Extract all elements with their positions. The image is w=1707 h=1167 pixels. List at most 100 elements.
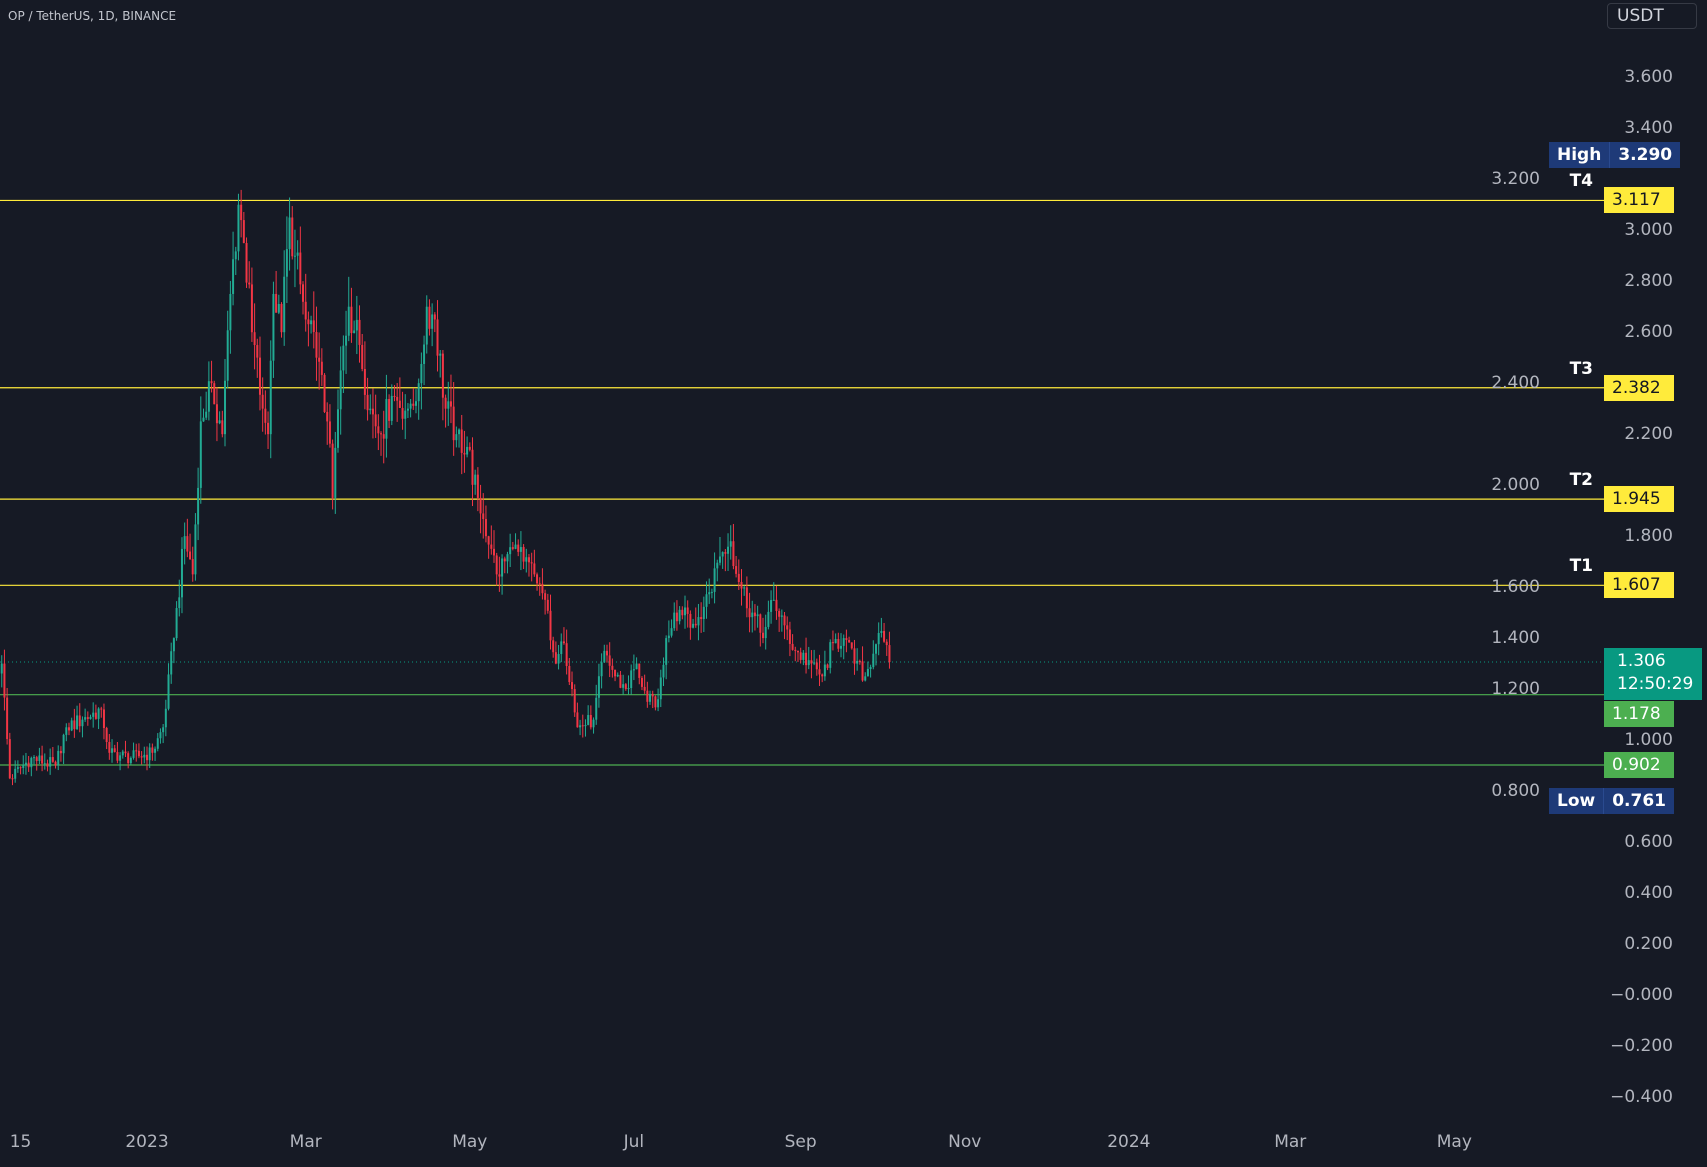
candle-up [869, 667, 872, 669]
currency-button[interactable]: USDT [1607, 3, 1697, 29]
high-label: High [1549, 142, 1610, 168]
candle-down [401, 407, 404, 419]
candle-up [49, 757, 52, 767]
bar-countdown: 12:50:29 [1617, 674, 1694, 694]
candle-down [810, 660, 813, 664]
candle-down [135, 750, 138, 752]
candle-up [635, 663, 638, 670]
candle-up [829, 642, 832, 668]
time-tick-label: 2024 [1107, 1132, 1151, 1152]
candle-up [76, 715, 79, 730]
candle-up [802, 652, 805, 660]
candle-up [447, 401, 450, 409]
candle-down [105, 727, 108, 743]
candle-up [678, 609, 681, 622]
candle-up [710, 591, 713, 593]
candle-down [571, 682, 574, 690]
candle-down [67, 727, 70, 731]
candle-down [127, 753, 130, 764]
candle-down [786, 625, 789, 630]
candle-down [490, 544, 493, 549]
candle-down [412, 403, 415, 406]
candle-up [840, 645, 843, 649]
candle-down [304, 301, 307, 320]
candle-up [119, 755, 122, 761]
candle-up [285, 249, 288, 277]
candle-up [718, 556, 721, 563]
target-name-label: T1 [1569, 556, 1593, 577]
candle-down [452, 406, 455, 441]
candle-down [826, 664, 829, 668]
candle-down [428, 306, 431, 329]
candle-down [78, 715, 81, 727]
candle-up [466, 446, 469, 455]
candle-up [597, 676, 600, 698]
price-tick-label: 1.600 [1491, 577, 1540, 598]
candle-up [16, 767, 19, 769]
candle-down [137, 750, 140, 757]
price-tick-label: −0.000 [1610, 984, 1673, 1005]
candle-down [732, 541, 735, 567]
candle-up [43, 763, 46, 765]
candle-down [54, 761, 57, 766]
candle-down [396, 396, 399, 401]
candle-down [700, 617, 703, 620]
candle-up [708, 592, 711, 595]
price-tick-label: 1.800 [1624, 526, 1673, 547]
candle-down [530, 562, 533, 564]
candle-up [162, 727, 165, 733]
candle-up [595, 697, 598, 720]
candle-down [315, 332, 318, 358]
candle-up [813, 662, 816, 664]
candle-up [697, 617, 700, 626]
candle-up [404, 410, 407, 419]
candle-down [479, 497, 482, 514]
candle-up [431, 314, 434, 329]
price-tick-label: 1.400 [1491, 628, 1540, 649]
candle-down [250, 284, 253, 333]
target-price-label: 1.945 [1604, 486, 1674, 513]
candle-down [291, 217, 294, 257]
candle-up [283, 276, 286, 333]
price-tick-label: 0.400 [1624, 882, 1673, 903]
candle-up [70, 720, 73, 731]
candle-up [770, 600, 773, 612]
candle-up [455, 434, 458, 441]
candle-up [525, 557, 528, 562]
candle-down [240, 204, 243, 221]
candle-down [215, 404, 218, 424]
time-tick-label: Mar [289, 1132, 322, 1152]
candle-up [721, 552, 724, 557]
price-tick-label: 2.400 [1491, 373, 1540, 394]
time-tick-label: May [1436, 1132, 1472, 1152]
candle-down [788, 629, 791, 644]
candle-down [624, 684, 627, 690]
candle-down [759, 614, 762, 633]
candle-up [751, 612, 754, 618]
candle-up [692, 623, 695, 628]
candle-down [320, 361, 323, 375]
candle-down [735, 566, 738, 574]
candle-up [347, 306, 350, 336]
candle-down [689, 613, 692, 628]
low-label: Low [1549, 787, 1604, 814]
candle-down [681, 609, 684, 616]
time-tick-label: May [452, 1132, 488, 1152]
candle-up [616, 674, 619, 677]
candle-down [533, 563, 536, 575]
low-value: 0.761 [1603, 787, 1675, 814]
target-price-label: 2.382 [1604, 374, 1674, 401]
candle-up [156, 738, 159, 749]
candle-down [576, 712, 579, 728]
candle-up [194, 524, 197, 575]
candle-down [686, 607, 689, 614]
candle-down [549, 610, 552, 641]
candle-up [417, 383, 420, 402]
candle-up [170, 651, 173, 675]
price-tick-label: 0.800 [1491, 781, 1540, 802]
candle-down [694, 623, 697, 626]
candle-up [97, 708, 100, 719]
target-name-label: T3 [1569, 358, 1593, 379]
candle-down [643, 686, 646, 691]
